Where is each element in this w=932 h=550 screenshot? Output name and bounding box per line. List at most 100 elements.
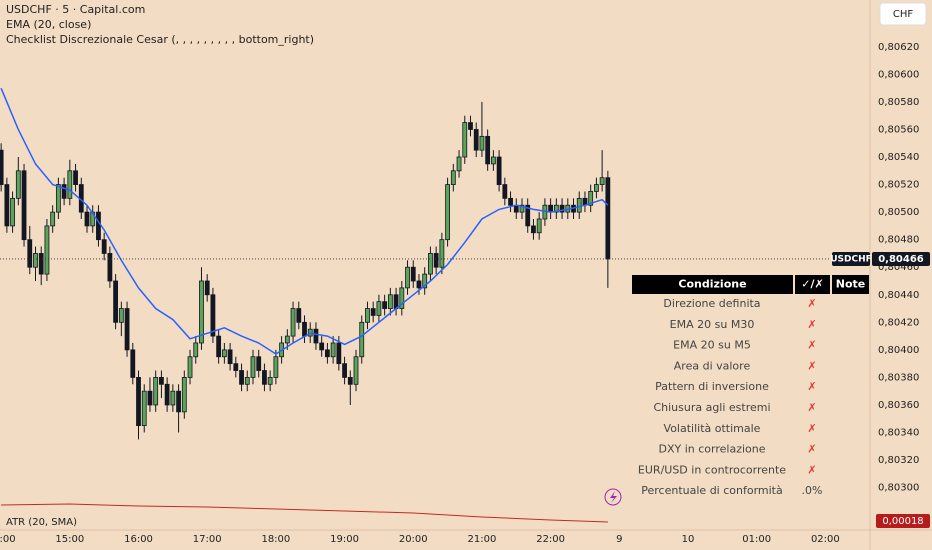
- table-header: Note: [836, 278, 865, 291]
- candle-body: [107, 253, 113, 282]
- candle-body: [508, 197, 513, 206]
- status: ✗: [807, 463, 816, 476]
- x-tick-label: 19:00: [330, 534, 359, 545]
- candle-body: [164, 383, 170, 406]
- candle-body: [365, 308, 370, 323]
- condition: DXY in correlazione: [659, 443, 766, 456]
- candle-body: [244, 377, 250, 385]
- candle-body: [4, 184, 10, 227]
- x-tick-label: 10: [682, 534, 695, 545]
- status: ✗: [807, 318, 816, 331]
- status: ✗: [807, 339, 816, 352]
- symbol-label: USDCHF: [830, 254, 872, 264]
- last-price-label: 0,80466: [878, 254, 924, 265]
- candle-body: [605, 177, 611, 260]
- condition: Pattern di inversione: [655, 380, 769, 393]
- atr-value-box: [876, 514, 930, 528]
- x-tick-label: 17:00: [193, 534, 222, 545]
- chart-title: USDCHF · 5 · Capital.com: [6, 3, 145, 16]
- candle-body: [44, 225, 50, 275]
- candle-body: [84, 211, 90, 227]
- candle-body: [113, 280, 119, 323]
- candle-body: [15, 170, 21, 199]
- candle-body: [193, 342, 199, 358]
- y-tick-label: 0,80440: [878, 290, 919, 301]
- candle-body: [187, 356, 193, 378]
- candle-body: [502, 184, 508, 199]
- x-tick-label: 14:00: [0, 534, 16, 545]
- y-tick-label: 0,80320: [878, 455, 919, 466]
- candle-body: [439, 239, 445, 268]
- candle-body: [216, 335, 222, 358]
- candle-body: [199, 280, 204, 344]
- y-tick-label: 0,80400: [878, 345, 919, 356]
- y-tick-label: 0,80560: [878, 124, 919, 135]
- candle-body: [382, 301, 388, 309]
- candle-body: [73, 170, 78, 185]
- currency-label[interactable]: CHF: [893, 9, 914, 20]
- candle-body: [376, 301, 382, 316]
- x-tick-label: 01:00: [742, 534, 771, 545]
- y-tick-label: 0,80420: [878, 317, 919, 328]
- candle-body: [559, 204, 565, 213]
- candle-body: [462, 122, 468, 158]
- status: ✗: [807, 401, 816, 414]
- candle-body: [347, 377, 353, 385]
- candle-body: [313, 328, 319, 344]
- candle-body: [0, 149, 4, 185]
- candle-body: [422, 273, 428, 289]
- candle-body: [576, 197, 582, 213]
- candle-body: [204, 280, 210, 296]
- y-tick-label: 0,80480: [878, 235, 919, 246]
- condition: Chiusura agli estremi: [653, 401, 770, 414]
- x-tick-label: 20:00: [399, 534, 428, 545]
- status: ✗: [807, 443, 816, 456]
- candle-body: [284, 335, 290, 344]
- candle-body: [38, 253, 44, 275]
- candle-body: [319, 342, 325, 351]
- x-tick-label: 16:00: [124, 534, 153, 545]
- candle-body: [296, 308, 302, 323]
- candle-body: [141, 390, 147, 427]
- candle-body: [342, 363, 347, 378]
- candle-body: [302, 321, 307, 337]
- candle-body: [428, 253, 433, 275]
- y-tick-label: 0,80500: [878, 207, 919, 218]
- candle-body: [55, 184, 61, 213]
- candle-body: [136, 377, 141, 427]
- y-tick-label: 0,80300: [878, 483, 919, 494]
- x-tick-label: 22:00: [536, 534, 565, 545]
- candle-body: [445, 184, 450, 241]
- y-tick-label: 0,80360: [878, 400, 919, 411]
- candle-body: [147, 390, 153, 406]
- x-tick-label: 02:00: [811, 534, 840, 545]
- indicator-label: EMA (20, close): [6, 18, 91, 31]
- candle-body: [433, 253, 439, 268]
- candle-body: [227, 349, 233, 365]
- candle-body: [336, 342, 342, 365]
- candle-body: [410, 266, 416, 282]
- status: ✗: [807, 297, 816, 310]
- last-price-box: [872, 251, 930, 266]
- symbol-box: [832, 251, 870, 266]
- ema-line: [0, 87, 609, 355]
- candle-body: [387, 294, 393, 309]
- candle-body: [101, 239, 107, 254]
- candle-body: [399, 287, 405, 309]
- plot: [0, 87, 611, 523]
- candle-body: [588, 191, 594, 206]
- event-icon[interactable]: [604, 488, 622, 506]
- status: ✗: [807, 422, 816, 435]
- candle-body: [262, 370, 267, 385]
- condition: EMA 20 su M5: [673, 339, 751, 352]
- condition: Direzione definita: [663, 297, 760, 310]
- currency-button[interactable]: [879, 2, 927, 26]
- atr-line: [1, 503, 608, 523]
- candle-body: [324, 349, 330, 358]
- y-tick-label: 0,80520: [878, 180, 919, 191]
- candle-body: [124, 308, 130, 351]
- y-tick-label: 0,80600: [878, 69, 919, 80]
- candle-body: [273, 356, 279, 378]
- candle-body: [27, 239, 33, 268]
